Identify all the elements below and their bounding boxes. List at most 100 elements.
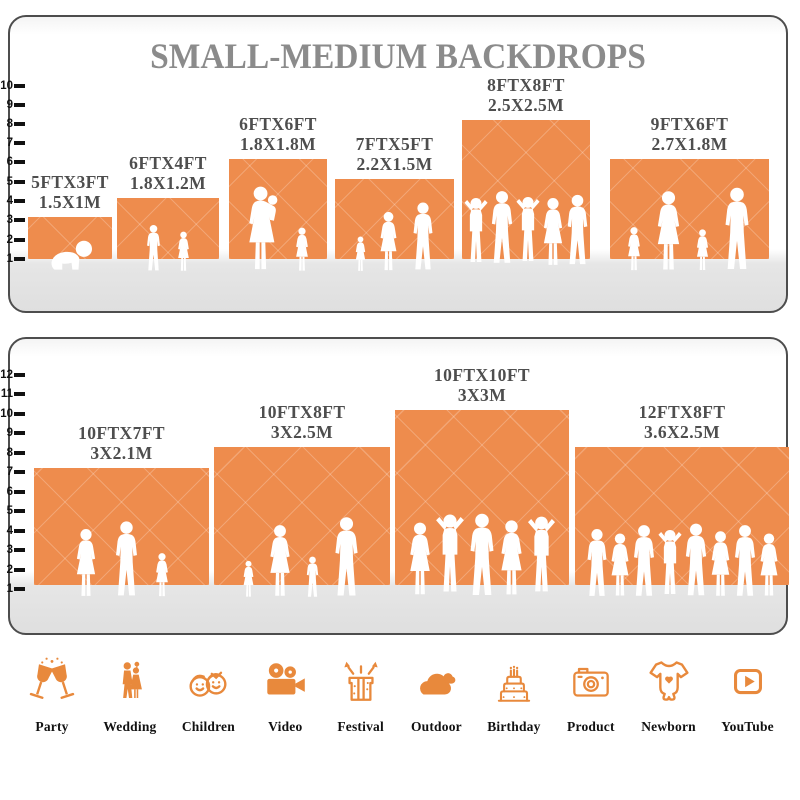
ruler-number: 3: [6, 544, 13, 556]
backdrop-size-label: 10FTX7FT 3X2.1M: [78, 423, 165, 463]
size-m: 3X3M: [457, 385, 507, 405]
backdrop-size-label: 6FTX6FT 1.8X1.8M: [239, 114, 317, 154]
ruler-number: 8: [6, 118, 13, 130]
man-silhouette: [720, 186, 754, 272]
ruler-number: 7: [6, 137, 13, 149]
backdrop-size-label: 5FTX3FT 1.5X1M: [31, 172, 109, 212]
man-silhouette: [111, 520, 142, 598]
people-silhouettes: [28, 238, 112, 272]
youtube-play-icon: [725, 652, 771, 710]
girl-silhouette: [153, 552, 171, 598]
backdrop-9ftx6ft: 9FTX6FT 2.7X1.8M: [610, 114, 769, 259]
children-faces-icon: [182, 652, 234, 710]
people-silhouettes: [117, 224, 219, 272]
people-silhouettes: [395, 508, 569, 598]
ruler-dash: [14, 568, 25, 572]
ruler-number: 9: [6, 427, 13, 439]
ruler-dash: [14, 529, 25, 533]
people-silhouettes: [335, 201, 454, 272]
people-silhouettes: [214, 516, 390, 598]
size-m: 2.2X1.5M: [356, 154, 433, 174]
size-ft: 10FTX8FT: [258, 402, 346, 422]
size-m: 1.5X1M: [38, 192, 102, 212]
category-label: Outdoor: [410, 719, 462, 734]
category-label: Children: [181, 719, 235, 734]
size-m: 1.8X1.8M: [239, 134, 317, 154]
person-silhouette: [405, 520, 435, 598]
girl-silhouette: [625, 226, 643, 272]
people-silhouettes: [462, 183, 590, 272]
page-title: SMALL-MEDIUM BACKDROPS: [150, 36, 646, 76]
people-silhouettes: [610, 186, 769, 272]
size-ft: 6FTX4FT: [129, 153, 207, 173]
woman-silhouette: [376, 211, 401, 272]
category-label: Video: [268, 719, 303, 734]
backdrop-size-label: 7FTX5FT 2.2X1.5M: [356, 134, 434, 174]
size-ft: 10FTX10FT: [434, 365, 530, 385]
category-outdoor: Outdoor: [411, 652, 462, 735]
ruler-tick: 3: [0, 544, 25, 556]
ruler-dash: [14, 84, 25, 88]
size-m: 3.6X2.5M: [643, 422, 721, 442]
ruler-tick: 5: [0, 505, 25, 517]
ruler-dash: [14, 180, 25, 184]
ruler-dash: [14, 431, 25, 435]
ruler-number: 8: [6, 447, 13, 459]
woman-silhouette: [652, 190, 685, 272]
ruler-dash: [14, 238, 25, 242]
ruler-number: 12: [0, 369, 13, 381]
ruler-number: 9: [6, 99, 13, 111]
ruler-tick: 1: [0, 253, 25, 265]
ruler-dash: [14, 392, 25, 396]
size-ft: 6FTX6FT: [239, 114, 317, 134]
backdrop-size-label: 8FTX8FT 2.5X2.5M: [487, 75, 565, 115]
wedding-couple-icon: [108, 652, 152, 710]
category-youtube: YouTube: [721, 652, 774, 735]
ruler-number: 7: [6, 466, 13, 478]
size-ft: 5FTX3FT: [31, 172, 109, 192]
ruler-number: 3: [6, 214, 13, 226]
backdrop-5ftx3ft: 5FTX3FT 1.5X1M: [28, 172, 112, 259]
category-product: Product: [566, 652, 616, 735]
cloud-icon: [411, 652, 461, 710]
girl-silhouette: [293, 227, 311, 272]
ruler-tick: 12: [0, 369, 25, 381]
ruler-dash: [14, 509, 25, 513]
ruler-dash: [14, 470, 25, 474]
video-camera-icon: [260, 652, 310, 710]
small-medium-top-panel: SMALL-MEDIUM BACKDROPS 10 9 8 7 6 5 4 3 …: [0, 15, 788, 313]
ruler-tick: 4: [0, 525, 25, 537]
man-silhouette: [330, 516, 363, 598]
ruler-tick: 6: [0, 486, 25, 498]
mother-silhouette: [245, 185, 283, 272]
ruler-dash: [14, 587, 25, 591]
baby-silhouette: [44, 238, 96, 272]
ruler-number: 6: [6, 486, 13, 498]
ruler-tick: 5: [0, 176, 25, 188]
ruler-tick: 9: [0, 99, 25, 111]
ruler-tick: 1: [0, 583, 25, 595]
backdrop-7ftx5ft: 7FTX5FT 2.2X1.5M: [335, 134, 454, 259]
ruler-tick: 11: [0, 388, 25, 400]
ruler-dash: [14, 122, 25, 126]
category-label: YouTube: [721, 719, 774, 734]
person-silhouette: [563, 188, 592, 272]
people-silhouettes: [575, 522, 789, 598]
ruler-number: 1: [6, 253, 13, 265]
ruler-tick: 3: [0, 214, 25, 226]
ruler-tick: 10: [0, 408, 25, 420]
ruler-number: 5: [6, 505, 13, 517]
size-ft: 12FTX8FT: [638, 402, 726, 422]
woman-silhouette: [72, 528, 100, 598]
category-label: Product: [567, 719, 615, 734]
backdrop-10ftx10ft: 10FTX10FT 3X3M: [395, 365, 569, 585]
backdrop-size-label: 9FTX6FT 2.7X1.8M: [651, 114, 729, 154]
backdrop-size-label: 12FTX8FT 3.6X2.5M: [639, 402, 726, 442]
ruler-dash: [14, 373, 25, 377]
person-silhouette: [756, 532, 782, 598]
woman-silhouette: [265, 524, 295, 598]
category-label: Party: [35, 719, 69, 734]
backdrop-10ftx7ft: 10FTX7FT 3X2.1M: [34, 423, 209, 585]
ruler-dash: [14, 141, 25, 145]
